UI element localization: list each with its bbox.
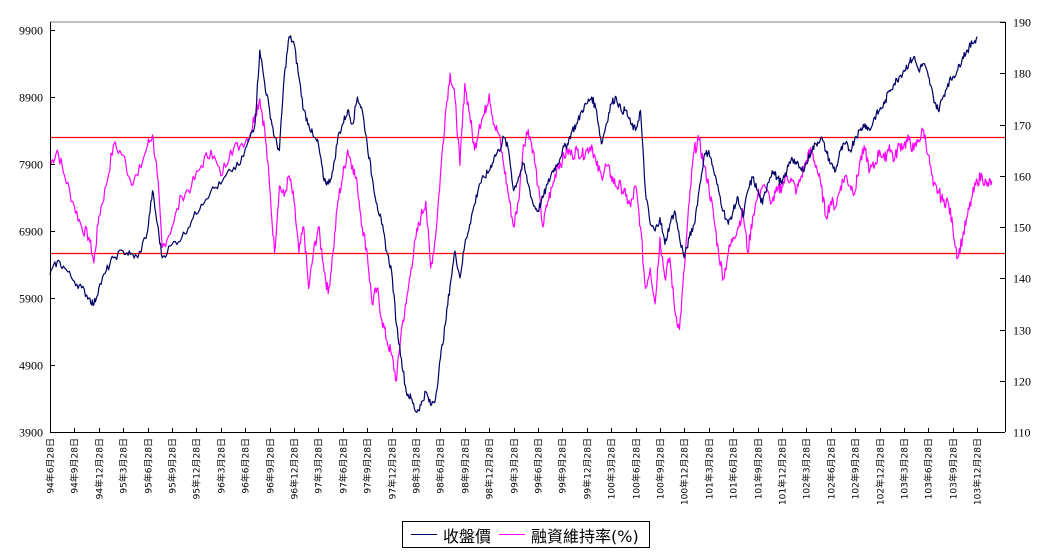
x-tick-label: 99年3月28日 (509, 438, 521, 494)
chart-legend: 收盤價 融資維持率(%) (402, 521, 650, 548)
series-close-price (49, 35, 978, 413)
right-tick-label: 180 (1013, 67, 1031, 81)
right-tick-label: 110 (1013, 426, 1031, 440)
right-tick-label: 190 (1013, 16, 1031, 30)
right-axis-ticks: 110 120 130 140 150 160 170 180 190 (1000, 16, 1031, 440)
x-tick-label: 98年12月28日 (484, 438, 496, 499)
legend-item-margin-ratio: 融資維持率(%) (497, 523, 639, 547)
legend-swatch-margin-ratio (499, 534, 526, 535)
x-tick-label: 99年12月28日 (582, 438, 594, 499)
right-tick-label: 120 (1013, 375, 1031, 389)
x-tick-label: 96年9月28日 (265, 438, 277, 494)
x-tick-label: 96年12月28日 (289, 438, 301, 499)
right-tick-label: 170 (1013, 119, 1031, 133)
left-tick-label: 8900 (19, 91, 43, 105)
x-tick-label: 102年3月28日 (801, 438, 813, 499)
x-tick-label: 99年9月28日 (557, 438, 569, 494)
x-tick-label: 103年6月28日 (923, 438, 935, 499)
x-tick-label: 95年3月28日 (118, 438, 130, 494)
x-tick-label: 98年9月28日 (460, 438, 472, 494)
x-axis-ticks: 94年6月28日 94年9月28日 94年12月28日 95年3月28日 95年6月28… (45, 428, 984, 505)
left-tick-label: 5900 (19, 292, 43, 306)
x-tick-label: 100年12月28日 (679, 438, 691, 505)
x-tick-label: 99年6月28日 (533, 438, 545, 494)
x-tick-label: 102年6月28日 (826, 438, 838, 499)
x-tick-label: 97年3月28日 (313, 438, 325, 494)
series-lines (49, 35, 993, 413)
legend-label-margin-ratio: 融資維持率(%) (531, 526, 639, 546)
legend-label-close-price: 收盤價 (443, 526, 492, 546)
x-tick-label: 97年12月28日 (387, 438, 399, 499)
right-tick-label: 150 (1013, 221, 1031, 235)
axes (50, 22, 1006, 433)
x-tick-label: 95年9月28日 (167, 438, 179, 494)
legend-item-close-price: 收盤價 (409, 523, 491, 547)
x-tick-label: 103年3月28日 (899, 438, 911, 499)
x-tick-label: 101年9月28日 (753, 438, 765, 499)
x-tick-label: 94年9月28日 (69, 438, 81, 494)
x-tick-label: 102年9月28日 (850, 438, 862, 499)
x-tick-label: 96年6月28日 (240, 438, 252, 494)
series-margin-ratio (49, 72, 993, 382)
legend-swatch-close-price (411, 534, 437, 535)
x-tick-label: 94年6月28日 (45, 438, 57, 494)
x-tick-label: 97年6月28日 (338, 438, 350, 494)
right-tick-label: 160 (1013, 170, 1031, 184)
left-tick-label: 7900 (19, 158, 43, 172)
x-tick-label: 97年9月28日 (362, 438, 374, 494)
left-tick-label: 3900 (19, 426, 43, 440)
x-tick-label: 101年12月28日 (777, 438, 789, 505)
x-tick-label: 100年9月28日 (655, 438, 667, 499)
left-tick-label: 9900 (19, 24, 43, 38)
x-tick-label: 96年3月28日 (216, 438, 228, 494)
x-tick-label: 98年3月28日 (411, 438, 423, 494)
reference-lines (50, 136, 1005, 255)
left-axis-ticks: 3900 4900 5900 6900 7900 8900 9900 (19, 24, 55, 440)
x-tick-label: 102年12月28日 (875, 438, 887, 505)
x-tick-label: 95年6月28日 (143, 438, 155, 494)
x-tick-label: 100年6月28日 (631, 438, 643, 499)
x-tick-label: 94年12月28日 (94, 438, 106, 499)
right-tick-label: 130 (1013, 324, 1031, 338)
x-tick-label: 98年6月28日 (435, 438, 447, 494)
x-tick-label: 101年6月28日 (728, 438, 740, 499)
left-tick-label: 6900 (19, 225, 43, 239)
x-tick-label: 103年9月28日 (948, 438, 960, 499)
x-tick-label: 100年3月28日 (606, 438, 618, 499)
left-tick-label: 4900 (19, 359, 43, 373)
x-tick-label: 95年12月28日 (191, 438, 203, 499)
x-tick-label: 103年12月28日 (972, 438, 984, 505)
x-tick-label: 101年3月28日 (704, 438, 716, 499)
right-tick-label: 140 (1013, 272, 1031, 286)
